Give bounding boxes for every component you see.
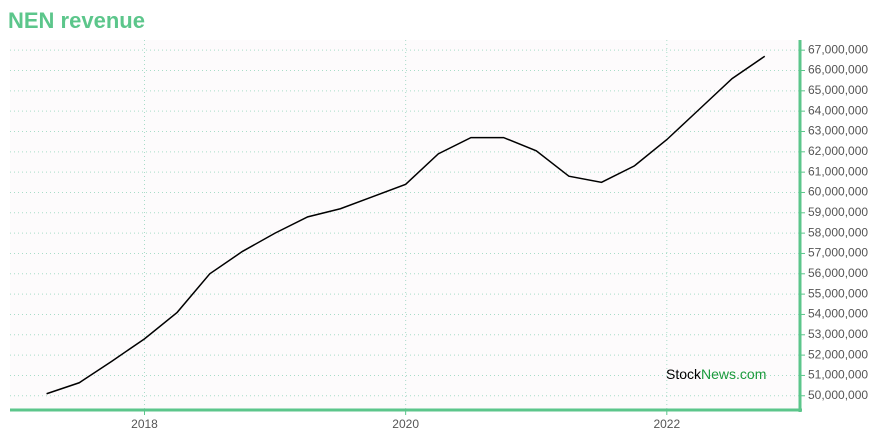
line <box>46 55 766 395</box>
y-tick-label: 51,000,000 <box>808 368 868 382</box>
watermark-part: News.com <box>701 366 766 382</box>
y-tick-label: 62,000,000 <box>808 144 868 158</box>
y-tick-label: 53,000,000 <box>808 327 868 341</box>
y-tick-label: 52,000,000 <box>808 347 868 361</box>
x-tick-label: 2018 <box>131 417 158 431</box>
y-tick-label: 50,000,000 <box>808 388 868 402</box>
y-tick-label: 65,000,000 <box>808 83 868 97</box>
chart-title: NEN revenue <box>8 8 145 33</box>
watermark-part: Stock <box>666 366 702 382</box>
plot-area <box>10 40 800 410</box>
y-tick-label: 55,000,000 <box>808 286 868 300</box>
y-tick-label: 59,000,000 <box>808 205 868 219</box>
y-tick-label: 66,000,000 <box>808 63 868 77</box>
watermark: StockNews.com <box>666 366 766 382</box>
y-tick-label: 67,000,000 <box>808 42 868 56</box>
y-tick-label: 58,000,000 <box>808 225 868 239</box>
y-tick-label: 60,000,000 <box>808 185 868 199</box>
x-tick-label: 2020 <box>392 417 419 431</box>
y-tick-label: 56,000,000 <box>808 266 868 280</box>
y-tick-label: 63,000,000 <box>808 124 868 138</box>
y-tick-label: 61,000,000 <box>808 164 868 178</box>
y-tick-label: 54,000,000 <box>808 307 868 321</box>
y-tick-label: 57,000,000 <box>808 246 868 260</box>
y-tick-label: 64,000,000 <box>808 103 868 117</box>
x-tick-label: 2022 <box>653 417 680 431</box>
